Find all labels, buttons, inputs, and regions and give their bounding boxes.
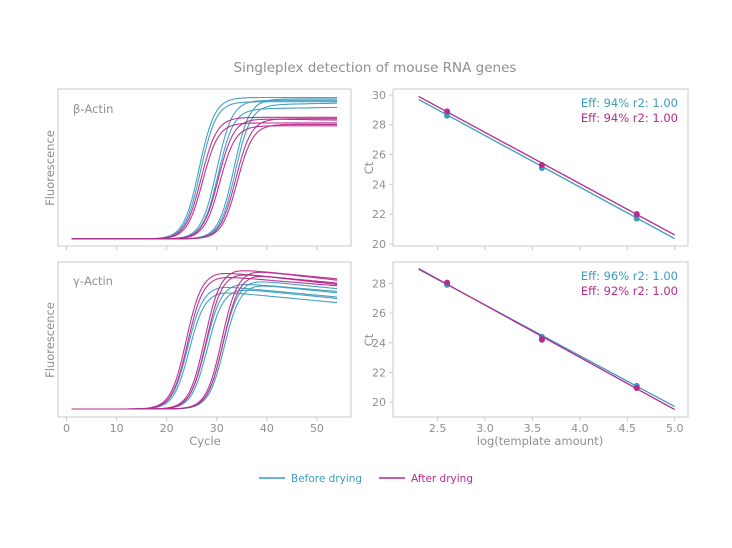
y-tick-label: 28 (372, 277, 386, 290)
amplification-curve (71, 99, 337, 240)
x-tick-label: 4.0 (571, 422, 589, 435)
data-point (538, 161, 545, 168)
beta-amplification-panel (57, 88, 352, 250)
xlabel-cycle: Cycle (189, 434, 220, 448)
gamma-standard-curve-panel: 2.5 3.0 3.5 4.0 4.5 5.0 20 22 24 26 28 Eff: 96% r2:… (372, 261, 689, 435)
amplification-curve (71, 281, 338, 410)
legend-label-after: After drying (411, 473, 473, 485)
y-tick-label: 24 (372, 337, 386, 350)
x-tick-label: 2.5 (429, 422, 447, 435)
legend-label-before: Before drying (291, 473, 362, 485)
plot-frame (392, 261, 689, 418)
gamma-amplification-panel: 0 10 20 30 40 50 (57, 261, 352, 435)
data-point (633, 385, 640, 392)
y-tick-label: 26 (372, 307, 386, 320)
amplification-curve (71, 123, 337, 240)
fit-line (418, 95, 676, 236)
x-tick-label: 3.5 (524, 422, 542, 435)
amplification-curve (71, 101, 337, 240)
chart-title: Singleplex detection of mouse RNA genes (234, 60, 517, 76)
x-tick-label: 50 (310, 422, 324, 435)
y-tick-label: 20 (372, 238, 386, 251)
y-tick-label: 26 (372, 149, 386, 162)
annotation-beta-actin: β-Actin (73, 102, 113, 116)
fit-line (418, 98, 676, 240)
data-point (444, 108, 451, 115)
data-point (444, 112, 451, 119)
y-tick-label: 28 (372, 119, 386, 132)
x-tick-label: 3.0 (476, 422, 494, 435)
ylabel-gamma-ct: Ct (362, 333, 376, 346)
y-tick-label: 30 (372, 89, 386, 102)
data-point (633, 211, 640, 218)
annotation-gamma-actin: γ-Actin (73, 274, 113, 288)
efficiency-label: Eff: 94% r2: 1.00 (581, 96, 678, 110)
data-point (444, 279, 451, 286)
y-tick-label: 22 (372, 208, 386, 221)
fit-line (418, 267, 676, 411)
plot-frame (392, 88, 689, 247)
xlabel-log-template: log(template amount) (477, 434, 603, 448)
y-tick-label: 24 (372, 178, 386, 191)
ylabel-beta-fluorescence: Fluorescence (43, 130, 57, 206)
x-tick-label: 0 (63, 422, 70, 435)
y-tick-label: 22 (372, 366, 386, 379)
efficiency-label: Eff: 94% r2: 1.00 (581, 111, 678, 125)
plot-frame (57, 88, 352, 247)
plot-frame (57, 261, 352, 418)
y-tick-label: 20 (372, 396, 386, 409)
legend: Before drying After drying (259, 473, 473, 485)
amplification-curve (71, 275, 338, 410)
x-tick-label: 5.0 (666, 422, 684, 435)
x-tick-label: 4.5 (619, 422, 637, 435)
amplification-curve (71, 270, 338, 410)
amplification-curve (71, 118, 337, 240)
amplification-curve (71, 283, 338, 410)
x-tick-label: 30 (210, 422, 224, 435)
efficiency-label: Eff: 96% r2: 1.00 (581, 269, 678, 283)
x-tick-label: 10 (110, 422, 124, 435)
x-tick-label: 20 (160, 422, 174, 435)
data-point (633, 215, 640, 222)
ylabel-beta-ct: Ct (362, 161, 376, 174)
amplification-curve (71, 102, 338, 240)
ylabel-gamma-fluorescence: Fluorescence (43, 302, 57, 378)
x-tick-label: 40 (260, 422, 274, 435)
efficiency-label: Eff: 92% r2: 1.00 (581, 284, 678, 298)
data-point (538, 336, 545, 343)
